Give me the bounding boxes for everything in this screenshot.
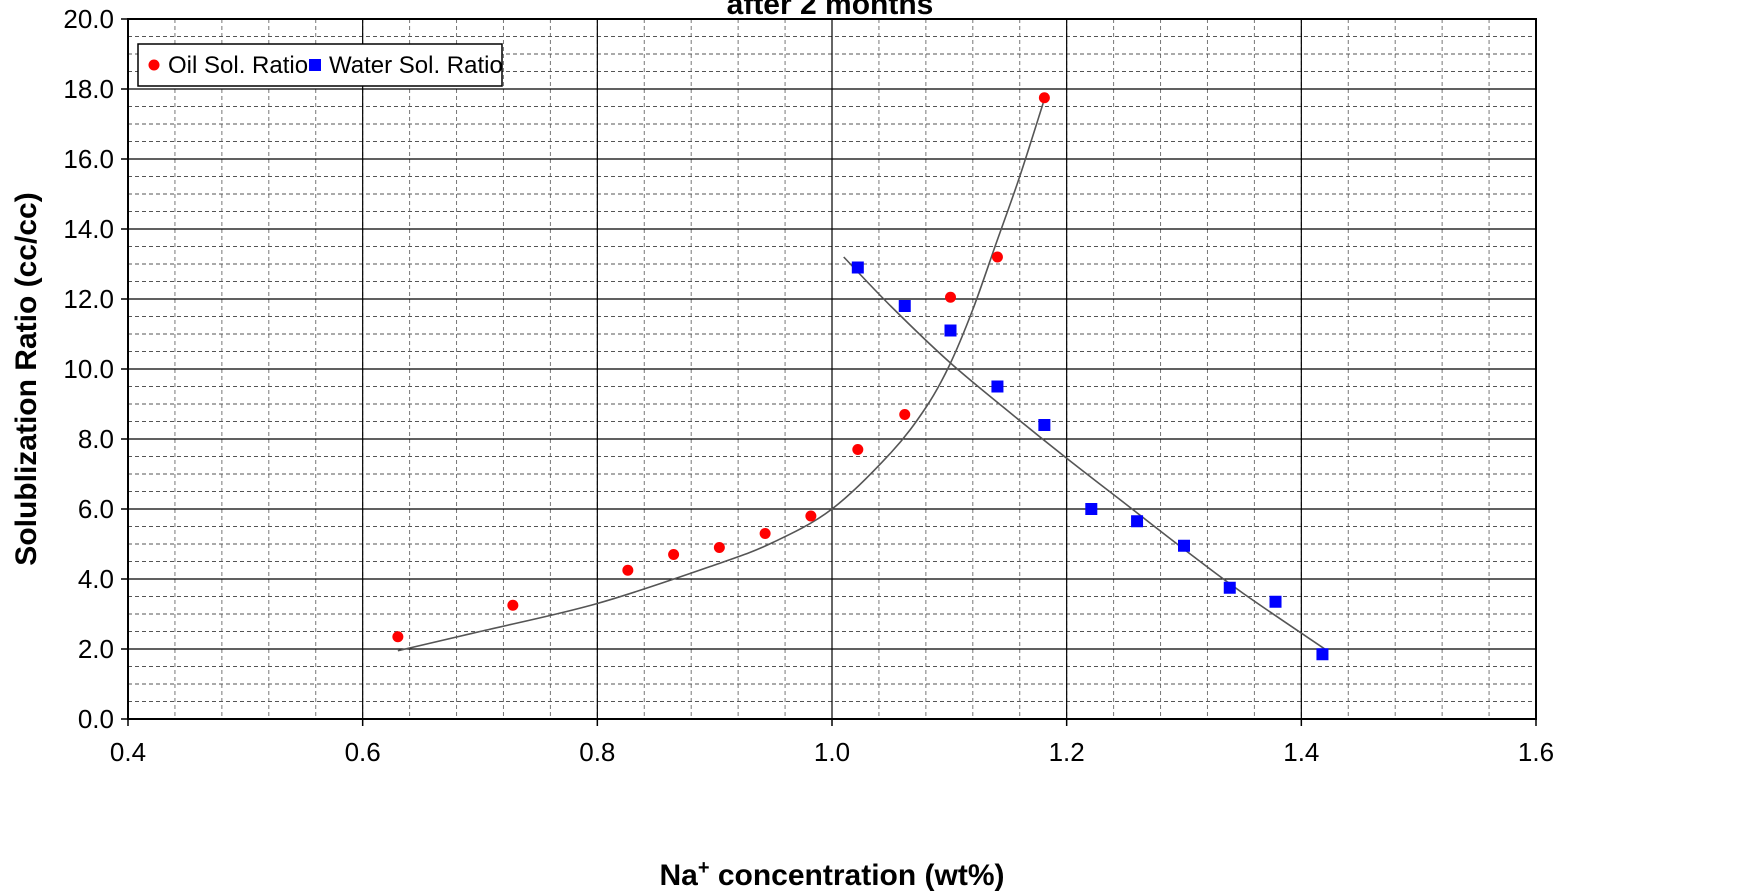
- oil-data-point: [622, 564, 634, 576]
- water-data-point: [1316, 648, 1329, 661]
- oil-data-point: [507, 599, 519, 611]
- y-tick-label: 8.0: [78, 424, 114, 454]
- water-trendline: [843, 256, 1326, 650]
- oil-data-point: [1038, 92, 1050, 104]
- oil-data-point: [759, 528, 771, 539]
- y-tick-label: 2.0: [78, 634, 114, 664]
- oil-data-point: [945, 291, 957, 303]
- trendlines: [397, 102, 1326, 652]
- x-axis-title-main: Na: [659, 859, 698, 892]
- y-tick-label: 16.0: [63, 144, 114, 174]
- oil-data-point: [991, 251, 1003, 263]
- x-tick-label: 1.4: [1283, 737, 1319, 767]
- x-axis-ticks: 0.4 0.6 0.8 1.0 1.2 1.4 1.6: [110, 719, 1554, 767]
- water-data-point: [1269, 595, 1282, 608]
- chart-title: after 2 months: [727, 0, 934, 21]
- legend-marker-water: [309, 59, 321, 71]
- oil-data-point: [852, 444, 864, 455]
- y-tick-label: 4.0: [78, 564, 114, 594]
- x-tick-label: 1.6: [1518, 737, 1554, 767]
- x-tick-label: 0.8: [579, 737, 615, 767]
- water-data-point: [1131, 515, 1144, 528]
- water-data-point: [1178, 539, 1190, 552]
- oil-data-point: [713, 542, 725, 553]
- x-tick-label: 1.2: [1049, 737, 1085, 767]
- x-axis-title-superscript: +: [698, 857, 710, 879]
- x-axis-title-rest: concentration (wt%): [710, 859, 1005, 892]
- water-data-point: [1038, 419, 1051, 431]
- legend-marker-oil: [148, 59, 160, 71]
- x-tick-label: 0.4: [110, 737, 146, 767]
- legend-entry-oil: Oil Sol. Ratio: [168, 52, 308, 79]
- y-tick-label: 20.0: [63, 4, 114, 34]
- water-data-point: [851, 261, 864, 274]
- oil-trendline: [397, 102, 1044, 652]
- legend-entry-water: Water Sol. Ratio: [329, 52, 503, 79]
- y-tick-label: 12.0: [63, 284, 114, 314]
- oil-data-point: [899, 409, 911, 420]
- oil-data-point: [668, 549, 680, 560]
- water-data-point: [1085, 503, 1098, 515]
- water-data-point: [944, 324, 957, 337]
- x-axis-title: Na+ concentration (wt%): [659, 857, 1004, 892]
- y-axis-ticks: 0.0 2.0 4.0 6.0 8.0 10.0 12.0 14.0 16.0 18.0 20.0: [63, 4, 128, 734]
- legend: Oil Sol. Ratio Water Sol. Ratio: [137, 43, 503, 87]
- y-axis-title: Solublization Ratio (cc/cc): [10, 192, 43, 565]
- data-points: [392, 92, 1329, 661]
- y-tick-label: 14.0: [63, 214, 114, 244]
- y-tick-label: 10.0: [63, 354, 114, 384]
- y-tick-label: 6.0: [78, 494, 114, 524]
- oil-data-point: [805, 510, 817, 522]
- water-data-point: [898, 300, 911, 312]
- water-data-point: [991, 380, 1004, 393]
- y-tick-label: 0.0: [78, 704, 114, 734]
- oil-data-point: [392, 631, 404, 643]
- x-tick-label: 0.6: [345, 737, 381, 767]
- x-tick-label: 1.0: [814, 737, 850, 767]
- y-tick-label: 18.0: [63, 74, 114, 104]
- water-data-point: [1223, 581, 1236, 594]
